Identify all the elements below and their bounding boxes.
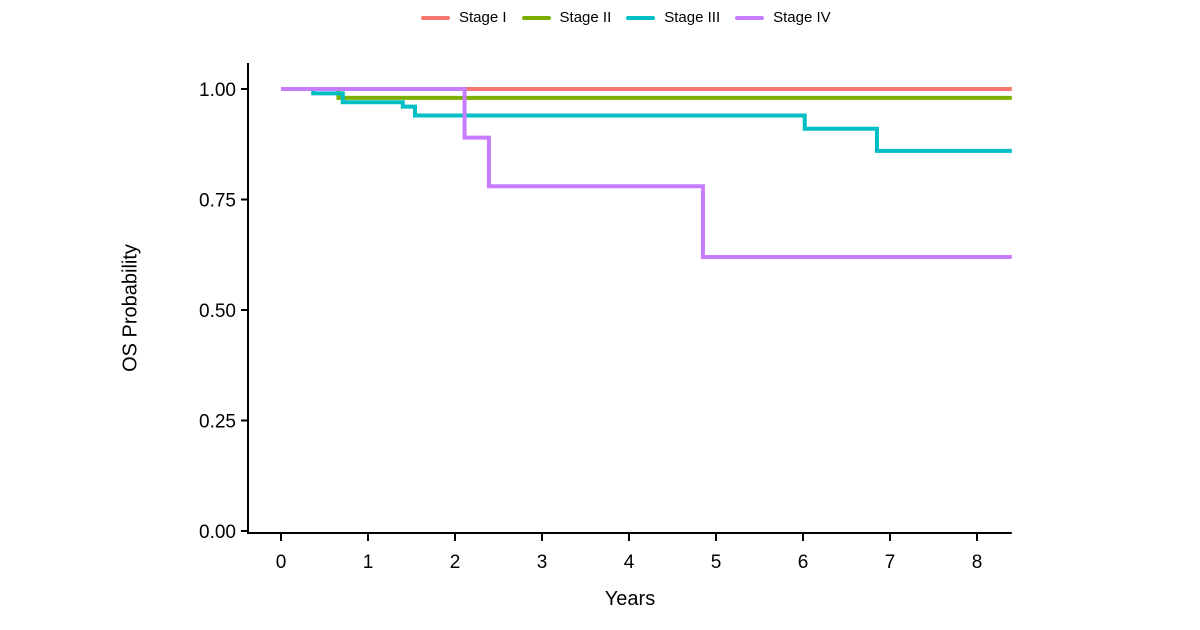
x-tick-label: 3 bbox=[537, 552, 548, 573]
legend-key-line-stage-iv bbox=[735, 16, 765, 20]
y-tick-label: 0.25 bbox=[199, 412, 236, 433]
legend-label: Stage I bbox=[459, 9, 507, 26]
y-tick-label: 0.75 bbox=[199, 191, 236, 212]
legend-label: Stage II bbox=[559, 9, 612, 26]
legend-item-stage-iii: Stage III bbox=[626, 9, 720, 27]
legend-item-stage-iv: Stage IV bbox=[735, 9, 831, 27]
legend-key-line-stage-i bbox=[421, 16, 450, 20]
x-tick-label: 8 bbox=[972, 552, 983, 573]
x-tick-label: 0 bbox=[276, 552, 287, 573]
x-tick-label: 5 bbox=[711, 552, 722, 573]
legend-item-stage-i: Stage I bbox=[421, 9, 507, 27]
x-tick-label: 4 bbox=[624, 552, 635, 573]
y-tick-label: 0.50 bbox=[199, 301, 236, 322]
y-axis-title: OS Probability bbox=[119, 244, 142, 372]
legend-key-line-stage-ii bbox=[521, 16, 551, 20]
x-tick-label: 7 bbox=[885, 552, 896, 573]
y-tick-label: 0.00 bbox=[199, 522, 236, 543]
series-line-stage-iv bbox=[281, 87, 1012, 259]
y-tick-label: 1.00 bbox=[199, 80, 236, 101]
legend-item-stage-ii: Stage II bbox=[521, 9, 612, 27]
legend-label: Stage IV bbox=[773, 9, 831, 26]
legend-key-line-stage-iii bbox=[626, 16, 656, 20]
x-tick-label: 2 bbox=[450, 552, 461, 573]
legend-label: Stage III bbox=[664, 9, 721, 26]
series-line-stage-iii bbox=[281, 87, 1012, 153]
x-tick-label: 6 bbox=[798, 552, 809, 573]
chart-legend: Stage I Stage II Stage III Stage IV bbox=[421, 9, 831, 27]
x-axis-title: Years bbox=[604, 588, 656, 610]
x-tick-label: 1 bbox=[363, 552, 374, 573]
